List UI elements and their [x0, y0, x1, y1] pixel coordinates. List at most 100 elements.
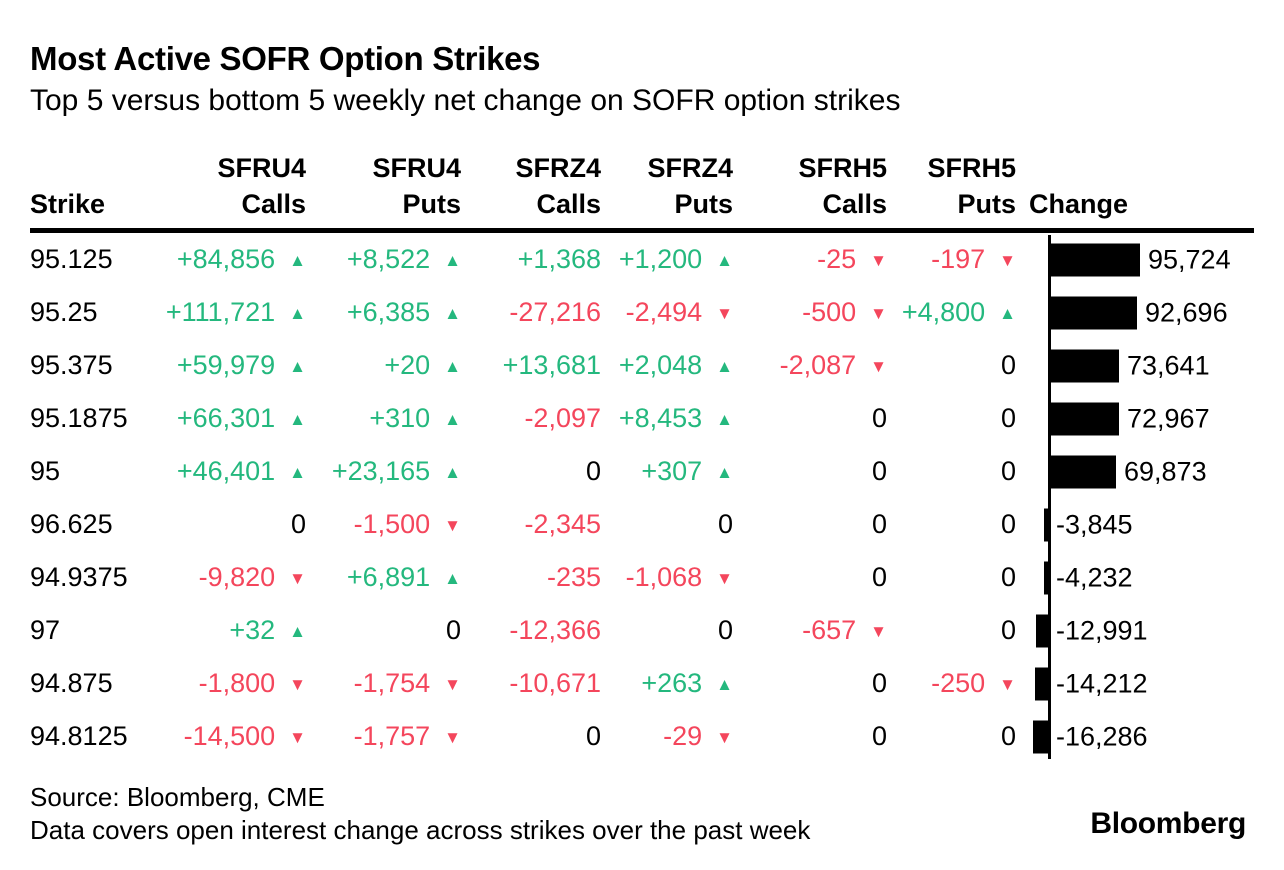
value-cell: -1,757 ▼: [306, 721, 461, 752]
value-text: -9,820: [198, 562, 276, 592]
change-bar-cell: -14,212: [1016, 657, 1254, 710]
strike-cell: 97: [30, 615, 61, 645]
value-cell: -1,068 ▼: [601, 562, 733, 593]
strike-cell: 94.8125: [30, 721, 128, 751]
value-text: +8,522: [346, 244, 431, 274]
up-arrow-icon: ▲: [289, 304, 306, 323]
change-bar-label: 95,724: [1148, 244, 1231, 274]
down-arrow-icon: ▼: [289, 569, 306, 588]
value-text: -2,087: [779, 350, 857, 380]
value-cell: +263 ▲: [601, 668, 733, 699]
footnote-text: Data covers open interest change across …: [30, 815, 811, 845]
header-line1: [1029, 150, 1254, 186]
change-bar-cell: -16,286: [1016, 710, 1254, 763]
up-arrow-icon: ▲: [289, 410, 306, 429]
chart-subtitle: Top 5 versus bottom 5 weekly net change …: [30, 84, 901, 117]
column-header-sfrz4-puts: SFRZ4 Puts: [601, 150, 733, 228]
value-text: +1,200: [618, 244, 703, 274]
value-cell: +59,979 ▲: [150, 350, 306, 381]
value-text: +6,891: [346, 562, 431, 592]
value-text: +20: [384, 350, 431, 380]
value-cell: 0: [887, 403, 1016, 434]
change-bar: [1051, 349, 1119, 382]
column-header-sfru4-calls: SFRU4 Calls: [150, 150, 306, 228]
value-text: 0: [717, 509, 733, 539]
value-cell: 0: [733, 668, 887, 699]
value-text: +4,800: [901, 297, 986, 327]
change-bar: [1033, 720, 1048, 753]
value-text: 0: [1000, 615, 1016, 645]
value-cell: -29 ▼: [601, 721, 733, 752]
value-text: -2,345: [524, 509, 601, 539]
value-text: +2,048: [618, 350, 703, 380]
column-header-sfrh5-calls: SFRH5 Calls: [733, 150, 887, 228]
header-line1: SFRZ4: [647, 153, 733, 183]
value-text: +8,453: [618, 403, 703, 433]
value-cell: +1,368: [461, 244, 601, 275]
value-cell: +46,401 ▲: [150, 456, 306, 487]
down-arrow-icon: ▼: [999, 251, 1016, 270]
value-text: 0: [1000, 350, 1016, 380]
value-cell: +2,048 ▲: [601, 350, 733, 381]
value-cell: -250 ▼: [887, 668, 1016, 699]
value-cell: -235: [461, 562, 601, 593]
table-row: 95 +46,401 ▲ +23,165 ▲ 0 +307 ▲ 0 0 69,873: [30, 445, 1254, 498]
table-body: 95.125 +84,856 ▲ +8,522 ▲ +1,368 +1,200 ▲ -25 ▼ -1…: [30, 233, 1254, 763]
value-text: +1,368: [517, 244, 601, 274]
change-bar-cell: 69,873: [1016, 445, 1254, 498]
change-bar-label: -3,845: [1056, 509, 1133, 539]
value-text: +23,165: [331, 456, 431, 486]
up-arrow-icon: ▲: [289, 357, 306, 376]
value-text: 0: [585, 456, 601, 486]
up-arrow-icon: ▲: [716, 357, 733, 376]
change-bar-cell: -12,991: [1016, 604, 1254, 657]
table-row: 95.1875 +66,301 ▲ +310 ▲ -2,097 +8,453 ▲ 0 0 72,96…: [30, 392, 1254, 445]
value-text: 0: [1000, 509, 1016, 539]
up-arrow-icon: ▲: [999, 304, 1016, 323]
header-line2: Change: [1029, 189, 1129, 219]
value-text: +66,301: [176, 403, 276, 433]
value-cell: +20 ▲: [306, 350, 461, 381]
value-text: +6,385: [346, 297, 431, 327]
change-bar-label: -12,991: [1056, 615, 1148, 645]
value-cell: -12,366: [461, 615, 601, 646]
down-arrow-icon: ▼: [870, 251, 887, 270]
value-cell: -1,754 ▼: [306, 668, 461, 699]
header-line1: [30, 150, 150, 186]
value-text: 0: [871, 721, 887, 751]
value-cell: 0: [601, 615, 733, 646]
value-text: +310: [369, 403, 431, 433]
value-cell: +4,800 ▲: [887, 297, 1016, 328]
strike-cell: 96.625: [30, 509, 113, 539]
value-text: 0: [1000, 403, 1016, 433]
value-text: -1,757: [353, 721, 431, 751]
change-bar-cell: 72,967: [1016, 392, 1254, 445]
up-arrow-icon: ▲: [716, 463, 733, 482]
value-text: -235: [546, 562, 601, 592]
up-arrow-icon: ▲: [444, 357, 461, 376]
source-text: Source: Bloomberg, CME: [30, 782, 325, 812]
table-row: 94.875 -1,800 ▼ -1,754 ▼ -10,671 +263 ▲ 0 -250 ▼ -1…: [30, 657, 1254, 710]
change-bar-label: 72,967: [1127, 403, 1210, 433]
value-cell: +111,721 ▲: [150, 297, 306, 328]
down-arrow-icon: ▼: [870, 622, 887, 641]
bar-axis: [1048, 235, 1051, 759]
value-cell: -14,500 ▼: [150, 721, 306, 752]
column-header-change: Change: [1016, 150, 1254, 228]
header-line1: SFRU4: [372, 153, 461, 183]
down-arrow-icon: ▼: [444, 675, 461, 694]
header-line2: Puts: [674, 189, 733, 219]
table-row: 97 +32 ▲ 0 -12,366 0 -657 ▼ 0 -12,991: [30, 604, 1254, 657]
up-arrow-icon: ▲: [716, 410, 733, 429]
value-cell: +23,165 ▲: [306, 456, 461, 487]
down-arrow-icon: ▼: [999, 675, 1016, 694]
strike-cell: 95.25: [30, 297, 98, 327]
value-cell: +8,522 ▲: [306, 244, 461, 275]
change-bar: [1051, 455, 1116, 488]
value-cell: +66,301 ▲: [150, 403, 306, 434]
value-cell: -2,345: [461, 509, 601, 540]
table-row: 96.625 0 -1,500 ▼ -2,345 0 0 0 -3,845: [30, 498, 1254, 551]
strike-cell: 95: [30, 456, 61, 486]
change-bar-label: 73,641: [1127, 350, 1210, 380]
